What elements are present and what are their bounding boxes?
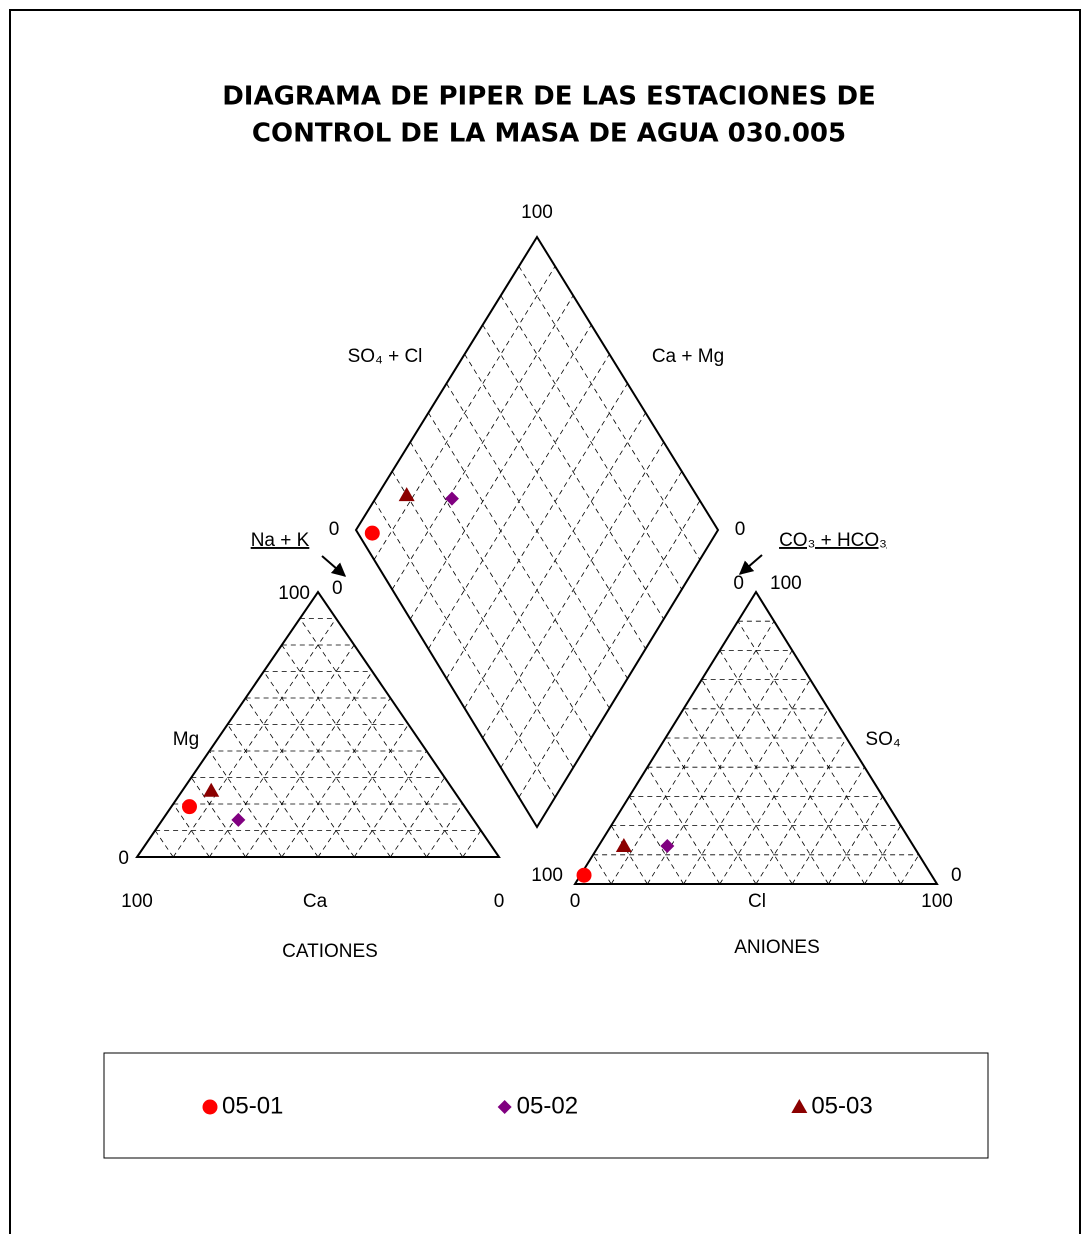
axis-label: Mg — [173, 729, 199, 750]
grid-line — [701, 679, 829, 885]
grid-line — [828, 796, 884, 885]
grid-line — [209, 644, 355, 858]
axis-label: Na + K — [251, 530, 310, 551]
grid-line — [518, 266, 701, 560]
diamond — [354, 235, 720, 829]
grid-line — [172, 803, 210, 858]
grid-line — [391, 471, 574, 768]
tick-label: 0 — [118, 848, 129, 869]
chart-title: CONTROL DE LA MASA DE AGUA 030.005 — [252, 119, 846, 149]
diamond-point — [364, 525, 380, 541]
diamond-point — [444, 491, 459, 506]
grid-line — [900, 854, 920, 885]
legend-box — [103, 1052, 989, 1159]
tick-label: 100 — [770, 573, 802, 594]
grid-line — [755, 737, 847, 885]
grid-line — [665, 737, 757, 885]
axis-label: CO₃ + HCO₃ — [779, 530, 887, 551]
grid-line — [592, 854, 612, 885]
page-frame — [9, 9, 1081, 1234]
grid-line — [391, 295, 574, 590]
grid-line — [610, 620, 775, 885]
grid-line — [317, 724, 409, 858]
axis-label: Ca + Mg — [652, 346, 724, 367]
grid-line — [245, 671, 373, 858]
grid-line — [737, 620, 902, 885]
grid-line — [482, 324, 665, 620]
grid-line — [426, 803, 464, 858]
grid-line — [647, 766, 721, 885]
legend-label: 05-03 — [811, 1092, 872, 1119]
legend-label: 05-02 — [517, 1092, 578, 1119]
arrow — [321, 555, 347, 577]
tick-label: 0 — [951, 865, 962, 886]
grid-line — [500, 295, 683, 590]
grid-line — [390, 777, 446, 858]
grid-line — [628, 796, 684, 885]
cation-point — [181, 799, 197, 815]
anion-point — [576, 867, 592, 883]
tick-label: 100 — [521, 202, 553, 223]
tick-label: 0 — [733, 573, 744, 594]
cation-point — [231, 812, 246, 827]
grid-line — [190, 777, 246, 858]
grid-line — [464, 412, 646, 709]
panel-label: CATIONES — [282, 941, 378, 962]
legend-marker — [791, 1099, 808, 1113]
diamond-point — [398, 487, 415, 502]
grid-line — [281, 644, 427, 858]
grid-line — [791, 766, 865, 885]
tick-label: 0 — [570, 891, 581, 912]
tick-label: 0 — [494, 891, 505, 912]
anion-point — [615, 838, 632, 853]
tick-label: 100 — [278, 583, 310, 604]
grid-line — [719, 650, 865, 885]
grid-line — [263, 671, 391, 858]
legend-marker — [202, 1099, 218, 1115]
cation-triangle — [135, 590, 501, 858]
arrow — [738, 554, 763, 575]
grid-line — [373, 266, 556, 560]
panel-label: ANIONES — [734, 937, 820, 958]
legend-marker — [497, 1100, 512, 1114]
tick-label: 100 — [121, 891, 153, 912]
grid-line — [154, 830, 174, 858]
chart-title: DIAGRAMA DE PIPER DE LAS ESTACIONES DE — [222, 82, 876, 112]
grid-line — [864, 825, 902, 885]
axis-label: SO₄ + Cl — [348, 346, 423, 367]
tick-label: 0 — [329, 519, 340, 540]
axis-label: SO₄ — [865, 729, 900, 750]
grid-line — [446, 383, 628, 679]
tick-label: 0 — [735, 519, 746, 540]
grid-line — [299, 618, 464, 858]
axis-label: Cl — [748, 891, 766, 912]
axis-label: Ca — [303, 891, 328, 912]
anion-point — [660, 839, 675, 854]
grid-line — [227, 724, 319, 858]
grid-line — [683, 679, 811, 885]
tick-label: 100 — [921, 891, 953, 912]
grid-line — [500, 471, 683, 768]
grid-line — [518, 500, 701, 798]
grid-line — [462, 830, 482, 858]
tick-label: 100 — [531, 865, 563, 886]
anion-triangle — [573, 590, 939, 885]
cation-point — [203, 782, 220, 797]
grid-line — [464, 353, 646, 650]
grid-line — [373, 500, 556, 798]
grid-line — [172, 618, 337, 858]
legend-label: 05-01 — [222, 1092, 283, 1119]
tick-label: 0 — [332, 578, 343, 599]
grid-line — [482, 441, 665, 739]
grid-line — [610, 825, 648, 885]
